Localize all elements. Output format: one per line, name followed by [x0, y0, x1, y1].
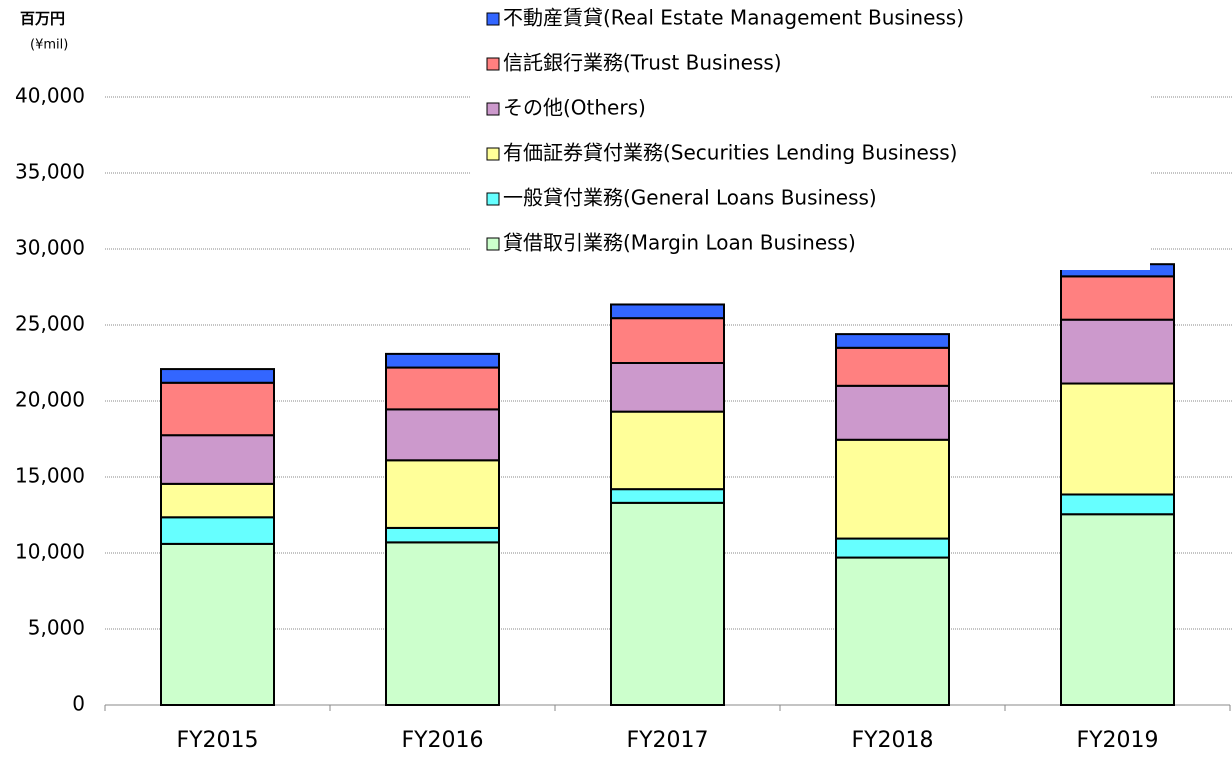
- bar-segment: [610, 362, 725, 413]
- legend-label: 不動産賃貸(Real Estate Management Business): [503, 6, 964, 30]
- bar-segment: [1060, 318, 1175, 385]
- legend-label: 一般貸付業務(General Loans Business): [503, 186, 877, 210]
- bar-segment: [160, 542, 275, 706]
- bar-segment: [835, 384, 950, 441]
- legend-swatch: [486, 237, 500, 251]
- legend-swatch: [486, 192, 500, 206]
- bar-segment: [1060, 382, 1175, 496]
- bar-segment: [835, 333, 950, 349]
- bar-segment: [610, 303, 725, 320]
- unit-sublabel: (¥mil): [30, 38, 68, 53]
- bar-segment: [385, 459, 500, 529]
- bar-segment: [385, 526, 500, 544]
- bar-segment: [160, 482, 275, 519]
- bar-segment: [835, 346, 950, 387]
- legend-swatch: [486, 12, 500, 26]
- x-tick-label: FY2019: [1076, 728, 1158, 753]
- bar-segment: [160, 368, 275, 384]
- legend-label: 信託銀行業務(Trust Business): [503, 51, 782, 75]
- bar-segment: [610, 317, 725, 365]
- y-tick-label: 0: [72, 692, 85, 716]
- bar-segment: [610, 410, 725, 491]
- bar-segment: [160, 516, 275, 545]
- bar-segment: [835, 537, 950, 559]
- bar-segment: [160, 381, 275, 437]
- bar-segment: [1060, 275, 1175, 321]
- bar-segment: [1060, 493, 1175, 516]
- x-tick-label: FY2015: [176, 728, 258, 753]
- bar-segment: [385, 541, 500, 706]
- y-tick-label: 40,000: [15, 84, 85, 108]
- y-tick-label: 30,000: [15, 236, 85, 260]
- y-tick-label: 10,000: [15, 540, 85, 564]
- x-tick-label: FY2018: [851, 728, 933, 753]
- x-tick-label: FY2016: [401, 728, 483, 753]
- bar-segment: [610, 488, 725, 504]
- unit-label: 百万円: [20, 10, 65, 28]
- legend-background: [470, 0, 1150, 270]
- bar-segment: [385, 352, 500, 369]
- legend-label: その他(Others): [503, 96, 646, 120]
- legend-swatch: [486, 147, 500, 161]
- legend-label: 貸借取引業務(Margin Loan Business): [503, 231, 856, 255]
- y-tick-label: 25,000: [15, 312, 85, 336]
- bar-segment: [835, 438, 950, 540]
- y-tick-label: 20,000: [15, 388, 85, 412]
- bar-segment: [610, 501, 725, 706]
- x-tick-label: FY2017: [626, 728, 708, 753]
- bar-segment: [160, 434, 275, 485]
- y-tick-label: 5,000: [28, 616, 85, 640]
- legend-swatch: [486, 102, 500, 116]
- legend-swatch: [486, 57, 500, 71]
- bar-segment: [835, 556, 950, 706]
- legend-label: 有価証券貸付業務(Securities Lending Business): [503, 141, 957, 165]
- y-tick-label: 15,000: [15, 464, 85, 488]
- bar-segment: [385, 408, 500, 462]
- bar-segment: [385, 366, 500, 411]
- y-tick-label: 35,000: [15, 160, 85, 184]
- bar-segment: [1060, 513, 1175, 706]
